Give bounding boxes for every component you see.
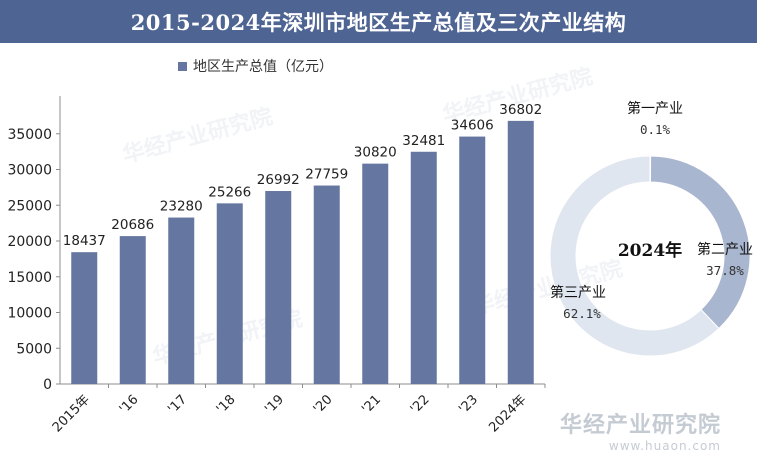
bar-value-label: 34606 [451,118,494,134]
bar [168,217,195,384]
bar [362,163,389,384]
legend-label: 地区生产总值（亿元） [193,59,333,75]
bar-value-label: 18437 [63,233,106,249]
pie-slice-name: 第三产业 [550,284,606,301]
x-tick-label: '19 [262,392,287,417]
chart-title: 2015-2024年深圳市地区生产总值及三次产业结构 [130,9,627,35]
bar-value-label: 30820 [354,145,397,161]
pie-slice [549,155,720,357]
pie-slice-name: 第一产业 [627,100,683,117]
x-tick-label: '20 [311,392,336,417]
bar-value-label: 36802 [499,102,542,118]
bar [410,151,437,384]
bar-value-label: 27759 [305,167,348,183]
pie-slice-name: 第二产业 [697,241,753,258]
x-tick-label: '22 [408,392,433,417]
x-tick-label: '18 [214,392,239,417]
y-tick-label: 15000 [7,270,52,286]
brand-url: www.huaon.com [608,439,721,453]
legend-swatch [178,61,187,71]
title-bar: 2015-2024年深圳市地区生产总值及三次产业结构 [0,0,757,43]
bar-value-label: 32481 [402,133,445,149]
bar [265,191,292,384]
bar-value-label: 23280 [160,199,203,215]
pie-center-label: 2024年 [618,240,682,261]
y-tick-label: 20000 [7,234,52,250]
x-tick-label: '16 [117,392,142,417]
y-tick-label: 10000 [7,306,52,322]
brand-name: 华经产业研究院 [559,413,721,438]
brand-watermark: 华经产业研究院 www.huaon.com [560,407,721,453]
bar [119,236,146,384]
x-tick-label: 2024年 [486,392,529,435]
x-tick-label: '17 [165,392,190,417]
x-tick-label: '21 [359,392,384,417]
y-tick-label: 35000 [7,127,52,143]
pie-slice-percent: 62.1% [563,306,601,321]
bar [71,252,98,384]
bar [216,203,243,384]
pie-slice-percent: 37.8% [706,263,744,278]
bar-value-label: 26992 [257,172,300,188]
pie-slice-percent: 0.1% [640,122,671,137]
bar [507,120,534,385]
bar [459,136,486,384]
x-tick-label: 2015年 [50,392,93,435]
bar [313,185,340,384]
y-tick-label: 25000 [7,198,52,214]
bar-value-label: 25266 [208,184,251,200]
bar-value-label: 20686 [111,217,154,233]
y-tick-label: 5000 [16,341,52,357]
y-tick-label: 30000 [7,163,52,179]
y-tick-label: 0 [43,377,52,393]
legend: 地区生产总值（亿元） [178,56,333,76]
x-tick-label: '23 [456,392,481,417]
